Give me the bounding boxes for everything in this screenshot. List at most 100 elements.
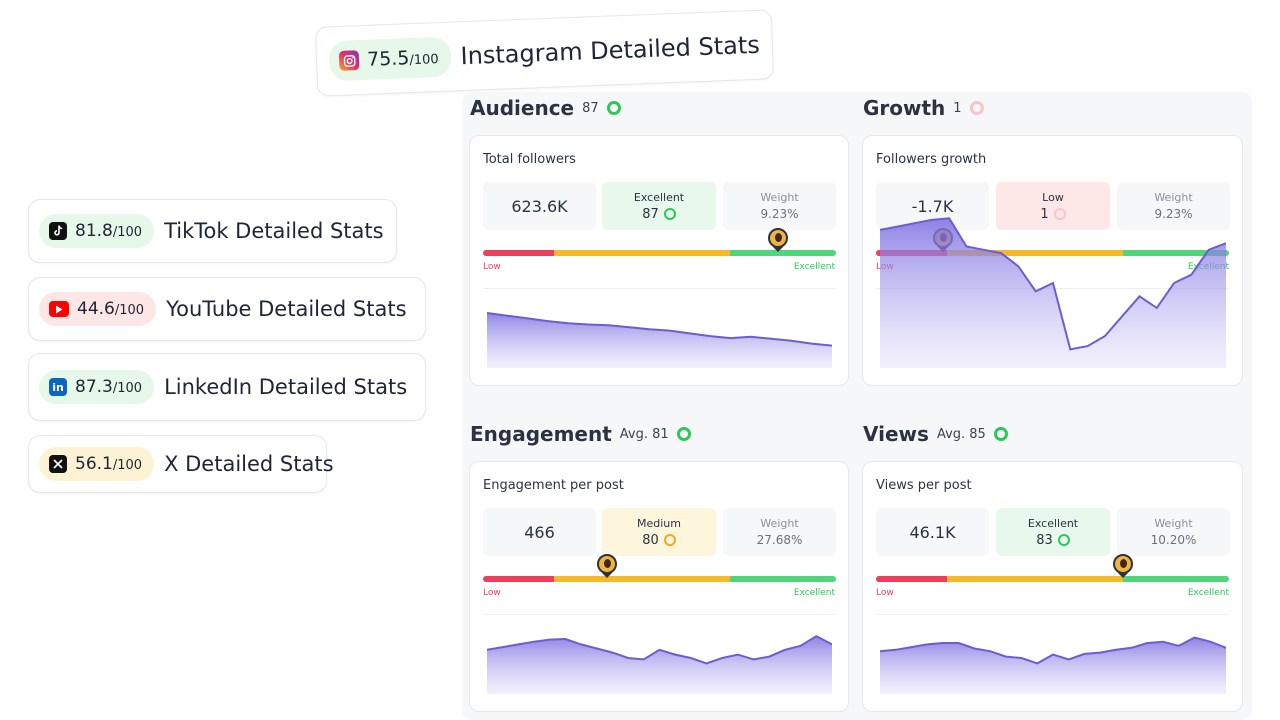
linkedin-stats-pill[interactable]: in 87.3/100 LinkedIn Detailed Stats xyxy=(28,353,426,421)
engagement-title: Engagement xyxy=(470,422,612,446)
views-score: Avg. 85 xyxy=(936,426,986,442)
audience-value: 623.6K xyxy=(511,196,568,216)
linkedin-stats-title: LinkedIn Detailed Stats xyxy=(164,375,408,399)
engagement-trend-chart xyxy=(487,635,832,694)
linkedin-icon: in xyxy=(49,378,67,396)
audience-card-title: Total followers xyxy=(483,152,576,167)
growth-weight-box: Weight 9.23% xyxy=(1117,182,1230,230)
tiktok-stats-pill[interactable]: 81.8/100 TikTok Detailed Stats xyxy=(28,199,397,263)
instagram-stats-title: Instagram Detailed Stats xyxy=(460,30,761,71)
tiktok-score-badge: 81.8/100 xyxy=(39,214,155,248)
engagement-score: Avg. 81 xyxy=(619,426,669,442)
linkedin-score-badge: in 87.3/100 xyxy=(39,370,155,404)
engagement-score-scale xyxy=(483,576,836,582)
avatar-marker-icon xyxy=(767,228,788,252)
linkedin-score-value: 87.3 xyxy=(75,377,113,397)
growth-score: 1 xyxy=(953,100,962,116)
x-score-max: /100 xyxy=(112,458,143,473)
views-trend-chart xyxy=(880,636,1226,694)
audience-section: Audience 87 xyxy=(470,94,621,122)
rating-ring-icon xyxy=(663,534,676,546)
growth-trend-line xyxy=(880,217,1226,351)
engagement-rating-label: Medium xyxy=(637,516,681,530)
engagement-rating-value: 80 xyxy=(642,532,659,548)
audience-trend-chart xyxy=(487,312,832,368)
views-rating-box: Excellent 83 xyxy=(996,508,1110,556)
score-ring-icon xyxy=(676,427,691,441)
views-rating-value: 83 xyxy=(1036,532,1053,548)
audience-title: Audience xyxy=(470,96,575,120)
instagram-stats-pill[interactable]: 75.5/100 Instagram Detailed Stats xyxy=(314,9,775,97)
avatar-marker-icon xyxy=(596,554,617,578)
growth-card-title: Followers growth xyxy=(876,152,987,167)
audience-weight-label: Weight xyxy=(760,191,799,204)
audience-rating-value: 87 xyxy=(642,206,659,222)
growth-rating-box: Low 1 xyxy=(996,182,1110,230)
growth-value: -1.7K xyxy=(911,196,954,216)
audience-score: 87 xyxy=(582,100,599,116)
growth-trend-area xyxy=(880,218,1226,368)
engagement-value-box: 466 xyxy=(483,508,596,556)
avatar-marker-icon xyxy=(1113,554,1134,578)
linkedin-score-max: /100 xyxy=(112,381,143,396)
views-card-title: Views per post xyxy=(876,478,972,493)
growth-title: Growth xyxy=(863,96,946,120)
audience-scale-low: Low xyxy=(483,262,501,272)
views-scale-high: Excellent xyxy=(1187,588,1229,598)
rating-ring-icon xyxy=(663,208,676,220)
youtube-score-max: /100 xyxy=(114,303,145,318)
instagram-score-value: 75.5 xyxy=(366,47,410,71)
audience-rating-label: Excellent xyxy=(633,190,685,204)
engagement-rating-box: Medium 80 xyxy=(602,508,716,556)
views-trend-area xyxy=(880,637,1226,694)
x-stats-title: X Detailed Stats xyxy=(164,452,334,476)
x-score-value: 56.1 xyxy=(75,454,113,474)
score-ring-icon xyxy=(969,101,984,115)
views-value-box: 46.1K xyxy=(876,508,989,556)
engagement-weight-value: 27.68% xyxy=(756,533,803,547)
growth-rating-label: Low xyxy=(1042,190,1064,204)
views-card: Views per post 46.1K Excellent 83 Weight… xyxy=(862,461,1243,712)
growth-trend-chart xyxy=(880,217,1226,368)
audience-rating-box: Excellent 87 xyxy=(602,182,716,230)
audience-card: Total followers 623.6K Excellent 87 Weig… xyxy=(469,135,849,386)
x-score-badge: 56.1/100 xyxy=(39,447,155,481)
audience-trend-line xyxy=(487,312,832,347)
instagram-score-badge: 75.5/100 xyxy=(328,36,452,82)
score-ring-icon xyxy=(993,427,1008,441)
youtube-stats-pill[interactable]: 44.6/100 YouTube Detailed Stats xyxy=(28,277,426,341)
views-rating-label: Excellent xyxy=(1027,516,1079,530)
rating-ring-icon xyxy=(1053,208,1066,220)
engagement-weight-box: Weight 27.68% xyxy=(723,508,836,556)
engagement-section: Engagement Avg. 81 xyxy=(470,420,691,448)
views-score-scale xyxy=(876,576,1229,582)
audience-weight-box: Weight 9.23% xyxy=(723,182,836,230)
views-weight-box: Weight 10.20% xyxy=(1117,508,1230,556)
engagement-trend-area xyxy=(487,636,832,694)
tiktok-score-value: 81.8 xyxy=(75,221,113,241)
rating-ring-icon xyxy=(1057,534,1070,546)
engagement-card-title: Engagement per post xyxy=(483,478,624,493)
growth-weight-value: 9.23% xyxy=(1154,207,1193,221)
engagement-value: 466 xyxy=(524,522,555,542)
engagement-scale-low: Low xyxy=(483,588,501,598)
youtube-score-value: 44.6 xyxy=(77,299,115,319)
views-scale-low: Low xyxy=(876,588,894,598)
x-stats-pill[interactable]: 56.1/100 X Detailed Stats xyxy=(28,435,334,493)
growth-card: Followers growth -1.7K Low 1 Weight 9.23… xyxy=(862,135,1243,386)
engagement-weight-label: Weight xyxy=(760,517,799,530)
views-trend-line xyxy=(880,636,1226,665)
score-ring-icon xyxy=(606,101,621,115)
audience-weight-value: 9.23% xyxy=(760,207,799,221)
views-weight-value: 10.20% xyxy=(1150,533,1197,547)
growth-section: Growth 1 xyxy=(863,94,984,122)
tiktok-score-max: /100 xyxy=(112,225,143,240)
instagram-stats-panel: Audience 87 Total followers 623.6K Excel… xyxy=(462,92,1252,720)
x-icon xyxy=(49,455,67,473)
instagram-icon xyxy=(338,50,360,71)
audience-value-box: 623.6K xyxy=(483,182,596,230)
youtube-icon xyxy=(49,301,69,317)
tiktok-stats-title: TikTok Detailed Stats xyxy=(164,219,384,243)
tiktok-icon xyxy=(49,222,67,240)
youtube-stats-title: YouTube Detailed Stats xyxy=(166,297,407,321)
